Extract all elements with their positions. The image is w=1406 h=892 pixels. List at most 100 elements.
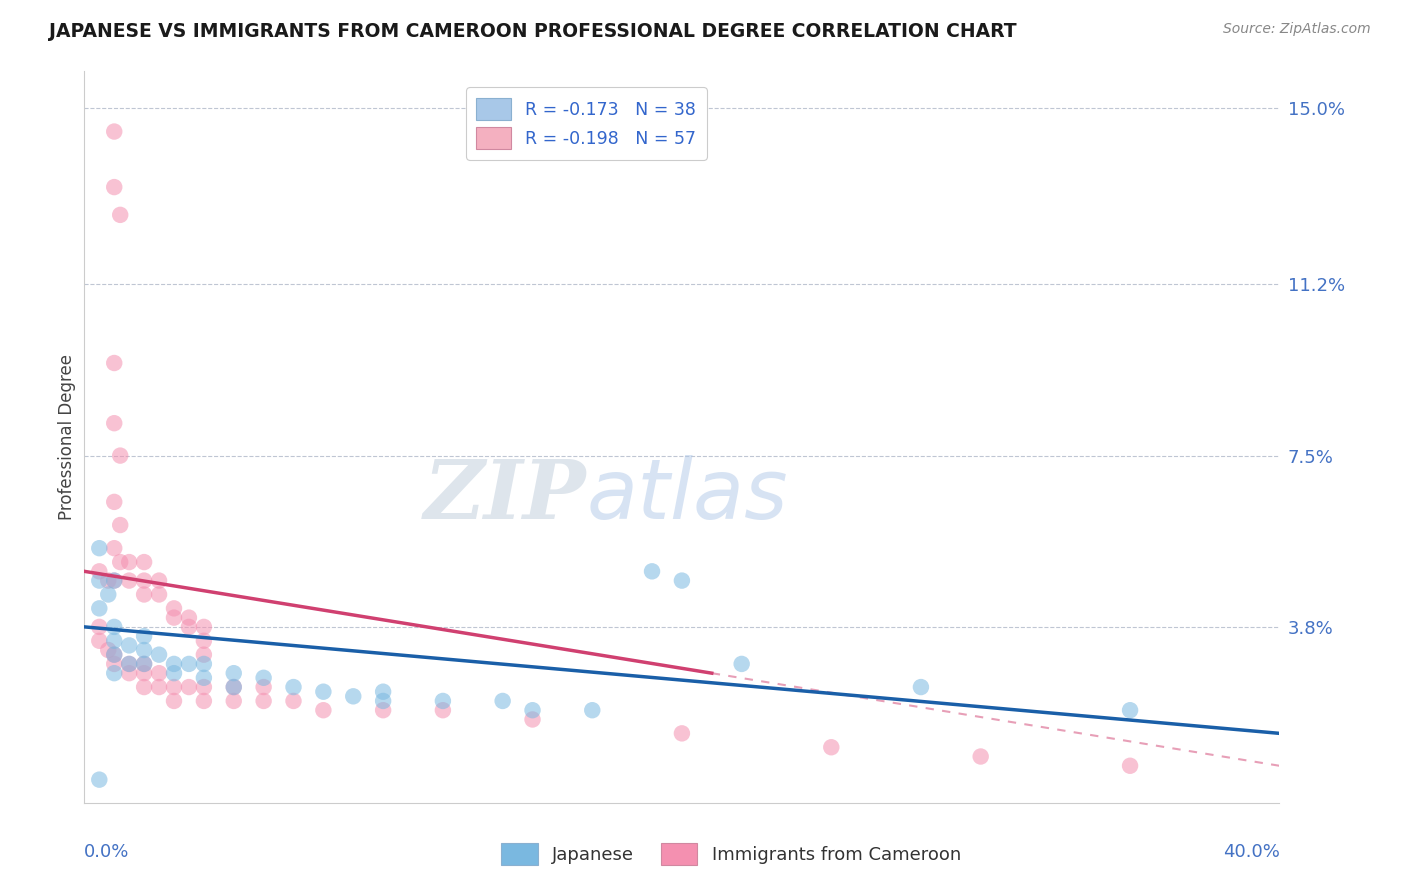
Point — [89, 574, 111, 588]
Point — [177, 610, 200, 624]
Point — [132, 574, 156, 588]
Point — [492, 694, 515, 708]
Point — [163, 666, 186, 681]
Point — [193, 680, 215, 694]
Point — [103, 495, 125, 509]
Point — [163, 601, 186, 615]
Point — [103, 666, 125, 681]
Point — [253, 694, 276, 708]
Point — [522, 703, 544, 717]
Point — [103, 648, 125, 662]
Point — [193, 671, 215, 685]
Point — [820, 740, 842, 755]
Point — [163, 657, 186, 671]
Point — [110, 208, 132, 222]
Point — [581, 703, 603, 717]
Point — [342, 690, 364, 704]
Point — [222, 694, 245, 708]
Point — [89, 541, 111, 556]
Point — [671, 726, 693, 740]
Point — [103, 620, 125, 634]
Point — [132, 680, 156, 694]
Point — [97, 587, 120, 601]
Legend: R = -0.173   N = 38, R = -0.198   N = 57: R = -0.173 N = 38, R = -0.198 N = 57 — [465, 87, 707, 160]
Point — [148, 680, 170, 694]
Text: 0.0%: 0.0% — [84, 843, 129, 861]
Point — [283, 694, 305, 708]
Point — [103, 180, 125, 194]
Legend: Japanese, Immigrants from Cameroon: Japanese, Immigrants from Cameroon — [494, 836, 969, 872]
Point — [1119, 758, 1142, 772]
Point — [132, 587, 156, 601]
Point — [97, 574, 120, 588]
Point — [373, 694, 395, 708]
Point — [193, 633, 215, 648]
Point — [132, 657, 156, 671]
Text: Source: ZipAtlas.com: Source: ZipAtlas.com — [1223, 22, 1371, 37]
Point — [148, 666, 170, 681]
Point — [89, 601, 111, 615]
Point — [148, 648, 170, 662]
Point — [110, 555, 132, 569]
Point — [522, 713, 544, 727]
Point — [163, 694, 186, 708]
Point — [103, 657, 125, 671]
Point — [132, 666, 156, 681]
Point — [671, 574, 693, 588]
Point — [103, 574, 125, 588]
Point — [641, 565, 664, 579]
Point — [432, 703, 454, 717]
Point — [253, 671, 276, 685]
Point — [118, 657, 141, 671]
Text: atlas: atlas — [586, 455, 787, 536]
Point — [177, 620, 200, 634]
Point — [97, 643, 120, 657]
Point — [103, 648, 125, 662]
Point — [731, 657, 754, 671]
Point — [103, 633, 125, 648]
Point — [193, 694, 215, 708]
Point — [222, 666, 245, 681]
Point — [118, 666, 141, 681]
Point — [148, 587, 170, 601]
Point — [103, 356, 125, 370]
Point — [432, 694, 454, 708]
Point — [177, 680, 200, 694]
Point — [222, 680, 245, 694]
Point — [103, 574, 125, 588]
Point — [970, 749, 993, 764]
Point — [110, 449, 132, 463]
Text: 40.0%: 40.0% — [1223, 843, 1279, 861]
Point — [910, 680, 932, 694]
Point — [89, 633, 111, 648]
Point — [110, 518, 132, 533]
Point — [283, 680, 305, 694]
Point — [89, 565, 111, 579]
Point — [373, 703, 395, 717]
Point — [132, 643, 156, 657]
Point — [148, 574, 170, 588]
Text: JAPANESE VS IMMIGRANTS FROM CAMEROON PROFESSIONAL DEGREE CORRELATION CHART: JAPANESE VS IMMIGRANTS FROM CAMEROON PRO… — [49, 22, 1017, 41]
Point — [118, 555, 141, 569]
Point — [118, 574, 141, 588]
Point — [177, 657, 200, 671]
Point — [312, 684, 335, 698]
Text: ZIP: ZIP — [423, 456, 586, 535]
Y-axis label: Professional Degree: Professional Degree — [58, 354, 76, 520]
Point — [163, 680, 186, 694]
Point — [193, 657, 215, 671]
Point — [132, 555, 156, 569]
Point — [118, 639, 141, 653]
Point — [103, 541, 125, 556]
Point — [222, 680, 245, 694]
Point — [193, 648, 215, 662]
Point — [253, 680, 276, 694]
Point — [132, 629, 156, 643]
Point — [312, 703, 335, 717]
Point — [132, 657, 156, 671]
Point — [89, 620, 111, 634]
Point — [103, 124, 125, 138]
Point — [373, 684, 395, 698]
Point — [163, 610, 186, 624]
Point — [103, 416, 125, 430]
